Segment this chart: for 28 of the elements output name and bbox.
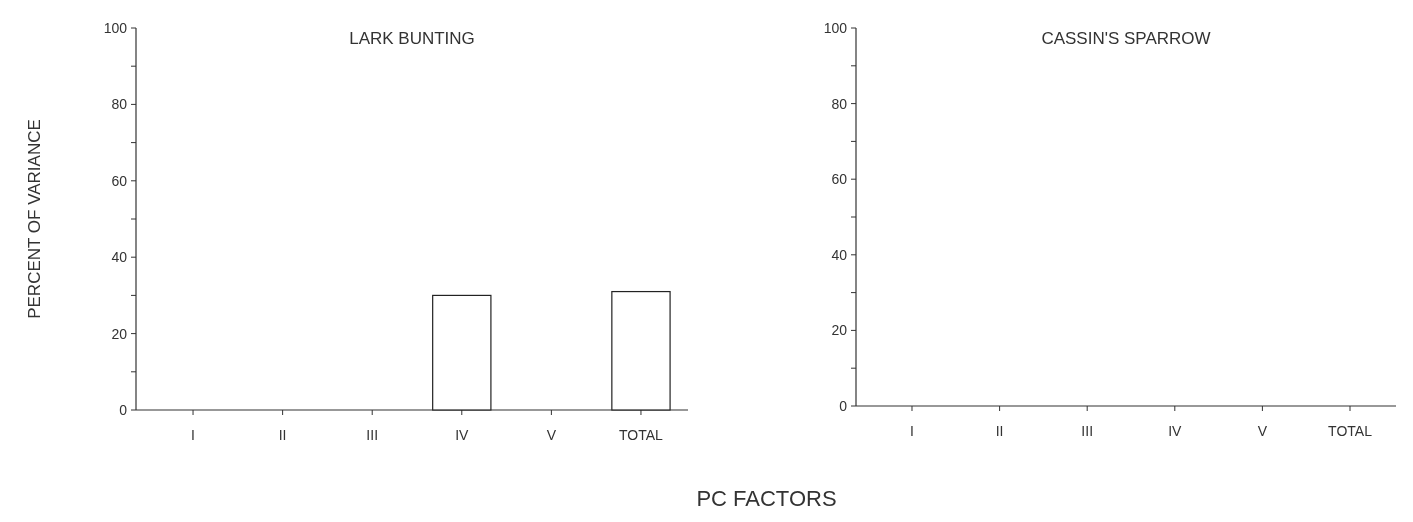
x-tick-label: II <box>278 427 287 443</box>
y-tick-label: 0 <box>119 401 128 418</box>
x-tick-label: TOTAL <box>619 427 664 443</box>
chart-title: LARK BUNTING <box>349 29 475 48</box>
x-tick-label: V <box>1257 423 1268 439</box>
x-tick-label: III <box>366 427 379 443</box>
y-tick-label: 60 <box>111 172 128 189</box>
y-tick-label: 40 <box>831 246 848 263</box>
y-tick-label: 80 <box>831 95 848 112</box>
y-tick-label: 20 <box>831 322 848 339</box>
y-tick-label: 60 <box>831 171 848 188</box>
x-axis-title: PC FACTORS <box>696 486 837 511</box>
y-tick-label: 0 <box>839 397 848 414</box>
y-tick-label: 40 <box>111 249 128 266</box>
y-axis-title: PERCENT OF VARIANCE <box>25 119 44 319</box>
x-tick-label: III <box>1081 423 1094 439</box>
y-tick-label: 100 <box>823 19 848 36</box>
chart-title: CASSIN'S SPARROW <box>1041 29 1211 48</box>
y-tick-label: 20 <box>111 325 128 342</box>
y-tick-label: 100 <box>103 19 128 36</box>
x-tick-label: IV <box>1168 423 1183 439</box>
y-tick-label: 80 <box>111 96 128 113</box>
x-tick-label: V <box>546 427 557 443</box>
x-tick-label: IV <box>455 427 470 443</box>
x-tick-label: II <box>995 423 1004 439</box>
x-tick-label: TOTAL <box>1328 423 1373 439</box>
x-tick-label: I <box>910 423 914 439</box>
x-tick-label: I <box>191 427 195 443</box>
